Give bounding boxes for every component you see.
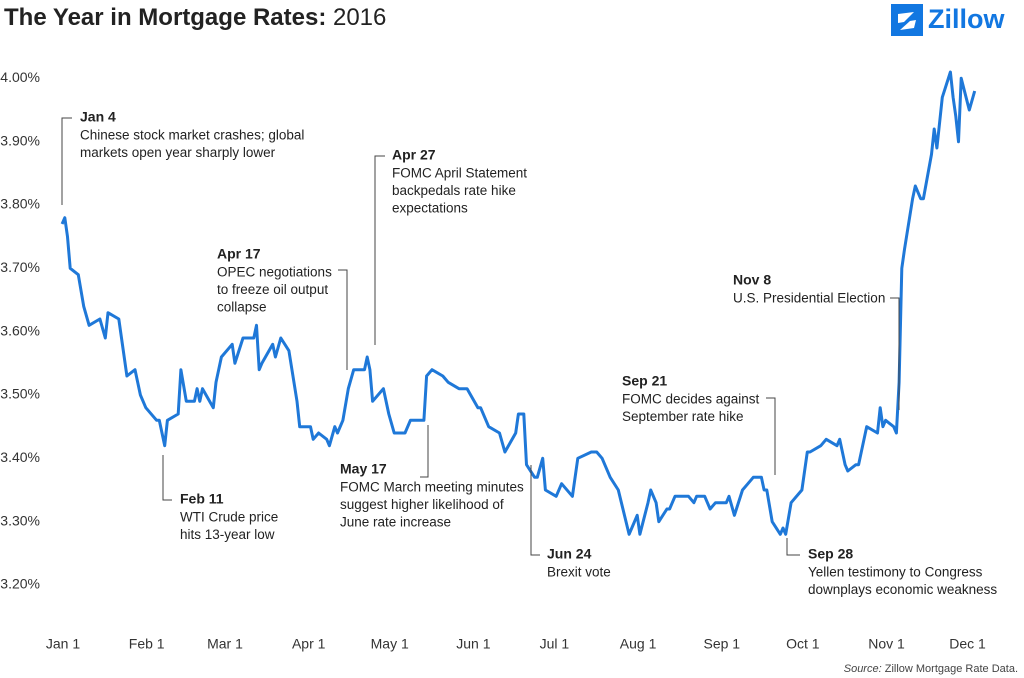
annotation-text: downplays economic weakness: [808, 582, 997, 597]
source-note: Source: Zillow Mortgage Rate Data.: [844, 663, 1018, 675]
annotation-text: expectations: [392, 201, 468, 216]
annotation: May 17 FOMC March meeting minutes suggest …: [340, 425, 524, 530]
leader-line: [530, 465, 540, 556]
leader-line: [162, 455, 172, 501]
annotation-text: FOMC decides against: [622, 392, 760, 407]
annotation-text: Yellen testimony to Congress: [808, 565, 983, 580]
annotation: Apr 17 OPEC negotiations to freeze oil out…: [217, 246, 348, 370]
annotation: Jun 24 Brexit vote: [530, 465, 611, 580]
annotation: Sep 28 Yellen testimony to Congress downpl…: [786, 538, 997, 597]
annotation-date: Nov 8: [733, 272, 771, 288]
annotation-date: Feb 11: [180, 491, 224, 507]
y-tick-label: 3.50%: [0, 386, 40, 402]
annotation-date: Apr 17: [217, 246, 261, 262]
annotation-date: May 17: [340, 461, 387, 477]
y-tick-label: 3.80%: [0, 196, 40, 212]
annotation-text: FOMC March meeting minutes: [340, 480, 524, 495]
annotation-date: Jan 4: [80, 109, 116, 125]
y-tick-label: 3.90%: [0, 132, 40, 148]
leader-line: [890, 297, 900, 410]
chart-subtitle: 2016: [333, 4, 386, 31]
rate-line: [60, 70, 977, 536]
leader-line: [61, 117, 72, 205]
x-tick-label: Sep 1: [704, 636, 741, 652]
x-tick-label: Jul 1: [540, 636, 570, 652]
brand-logo: Zillow: [891, 4, 1005, 36]
source-label: Source:: [844, 663, 882, 675]
x-tick-label: May 1: [371, 636, 409, 652]
x-tick-label: Apr 1: [292, 636, 326, 652]
annotation-text: to freeze oil output: [217, 282, 328, 297]
annotation-date: Jun 24: [547, 546, 592, 562]
logo-icon: [891, 4, 923, 36]
annotation: Sep 21 FOMC decides against September rate…: [622, 373, 776, 475]
annotation-text: September rate hike: [622, 409, 744, 424]
leader-line: [420, 425, 429, 478]
annotation-text: OPEC negotiations: [217, 265, 332, 280]
annotation-date: Sep 21: [622, 373, 667, 389]
annotation-text: U.S. Presidential Election: [733, 291, 885, 306]
x-tick-label: Mar 1: [207, 636, 243, 652]
chart-title-group: The Year in Mortgage Rates: 2016: [4, 4, 386, 31]
annotation: Apr 27 FOMC April Statement backpedals rat…: [374, 147, 527, 345]
x-tick-label: Oct 1: [786, 636, 820, 652]
leader-line: [338, 269, 348, 370]
annotation-text: hits 13-year low: [180, 527, 275, 542]
annotation-text: June rate increase: [340, 515, 451, 530]
annotation: Feb 11 WTI Crude price hits 13-year low: [162, 455, 278, 542]
annotation-text: Brexit vote: [547, 565, 611, 580]
annotation-text: FOMC April Statement: [392, 166, 527, 181]
annotation: Nov 8 U.S. Presidential Election: [733, 272, 900, 410]
annotation-text: Chinese stock market crashes; global: [80, 128, 304, 143]
x-tick-label: Jan 1: [46, 636, 80, 652]
x-tick-label: Nov 1: [868, 636, 905, 652]
x-tick-label: Dec 1: [949, 636, 986, 652]
annotation-text: collapse: [217, 300, 267, 315]
leader-line: [786, 538, 800, 556]
leader-line: [374, 155, 385, 345]
logo-glyph: [898, 12, 916, 30]
y-tick-label: 3.70%: [0, 259, 40, 275]
y-tick-label: 3.30%: [0, 512, 40, 528]
y-tick-label: 3.40%: [0, 449, 40, 465]
brand-name: Zillow: [928, 4, 1005, 34]
y-tick-label: 3.20%: [0, 576, 40, 592]
annotation-text: markets open year sharply lower: [80, 145, 276, 160]
x-tick-label: Jun 1: [456, 636, 490, 652]
source-text: Zillow Mortgage Rate Data.: [885, 663, 1018, 675]
annotation-text: backpedals rate hike: [392, 183, 516, 198]
y-tick-label: 4.00%: [0, 69, 40, 85]
annotation-text: suggest higher likelihood of: [340, 497, 504, 512]
x-tick-label: Aug 1: [620, 636, 657, 652]
annotation-date: Sep 28: [808, 546, 853, 562]
y-tick-label: 3.60%: [0, 322, 40, 338]
leader-line: [766, 397, 776, 475]
annotation: Jan 4 Chinese stock market crashes; globa…: [61, 109, 304, 205]
x-tick-label: Feb 1: [129, 636, 165, 652]
annotation-text: WTI Crude price: [180, 510, 278, 525]
annotation-date: Apr 27: [392, 147, 436, 163]
chart-title: The Year in Mortgage Rates:: [4, 4, 326, 31]
